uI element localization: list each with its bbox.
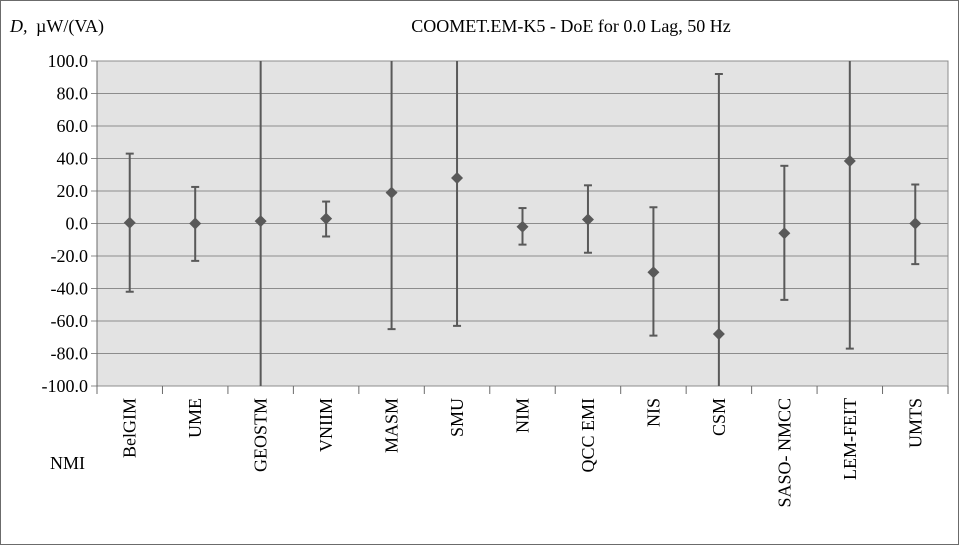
data-point-9 [647, 266, 660, 279]
x-tick-marks [96, 386, 949, 394]
y-tick-label: 100.0 [48, 51, 89, 71]
y-tick-label: -20.0 [51, 246, 89, 266]
category-label: SASO- NMCC [774, 398, 794, 508]
y-tick-labels: 100.0 80.0 60.0 40.0 20.0 0.0 -20.0 -40.0 -60.0 -… [42, 51, 89, 396]
category-label: UMTS [905, 398, 925, 448]
category-label: CSM [709, 398, 729, 436]
data-point-4 [320, 212, 333, 225]
y-tick-label: -60.0 [51, 311, 89, 331]
data-point-6 [451, 172, 464, 184]
y-tick-label: -80.0 [51, 344, 89, 364]
y-tick-label: 40.0 [57, 149, 89, 169]
category-label: SMU [447, 398, 467, 437]
y-tick-label: 20.0 [57, 181, 89, 201]
y-axis-label: D, µW/(VA) [9, 16, 104, 37]
data-point-11 [778, 227, 791, 240]
gridlines [91, 60, 948, 387]
x-axis-label: NMI [50, 453, 85, 473]
category-label: QCC EMI [578, 398, 598, 473]
category-label: LEM-FEIT [840, 398, 860, 480]
data-point-13 [909, 217, 922, 230]
y-tick-label: 80.0 [57, 84, 89, 104]
y-tick-label: 60.0 [57, 116, 89, 136]
y-axis-unit: µW/(VA) [36, 16, 104, 37]
data-point-2 [189, 217, 202, 230]
data-points [123, 154, 922, 340]
category-label: MASM [382, 398, 402, 453]
category-label: VNIIM [316, 398, 336, 452]
y-tick-label: -100.0 [42, 376, 89, 396]
category-label: BelGIM [120, 398, 140, 458]
category-label: GEOSTM [251, 398, 271, 472]
data-point-3 [254, 215, 267, 228]
y-tick-label: -40.0 [51, 279, 89, 299]
y-axis-symbol: D, [9, 16, 28, 36]
data-point-7 [516, 220, 529, 233]
category-label: NIM [513, 398, 533, 433]
data-point-10 [712, 328, 725, 340]
category-label: UME [185, 398, 205, 438]
category-label: NIS [643, 398, 663, 427]
category-labels: BelGIM UME GEOSTM VNIIM MASM SMU NIM QCC EMI NIS… [120, 398, 926, 508]
chart-title: COOMET.EM-K5 - DoE for 0.0 Lag, 50 Hz [411, 16, 731, 36]
data-point-5 [385, 186, 398, 199]
data-point-12 [843, 154, 856, 167]
data-point-1 [123, 216, 136, 229]
data-point-8 [581, 213, 594, 226]
y-tick-label: 0.0 [66, 214, 89, 234]
